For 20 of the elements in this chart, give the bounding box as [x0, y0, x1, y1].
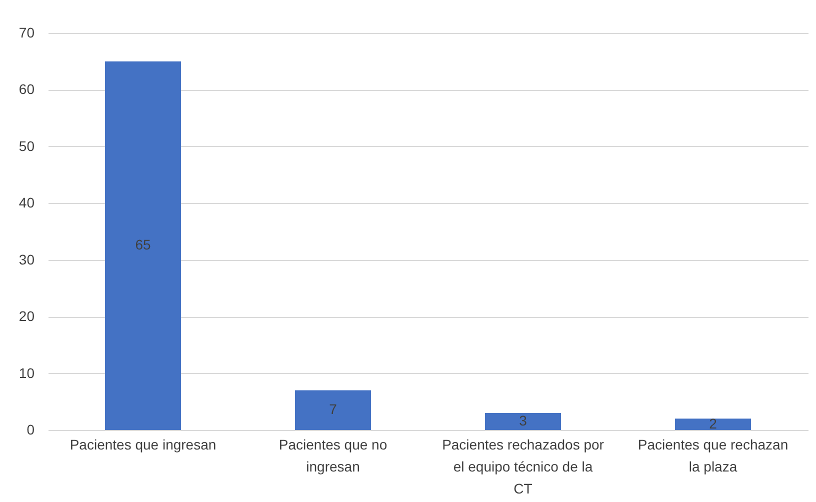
x-tick-label: Pacientes que rechazan la plaza: [638, 436, 788, 474]
y-tick-label: 60: [18, 81, 35, 98]
bar: [105, 61, 181, 430]
y-tick-label: 40: [18, 194, 35, 211]
y-tick-label: 30: [18, 251, 35, 268]
bar: [485, 412, 561, 430]
x-tick-label: Pacientes rechazados por el equipo técnico de la CT: [442, 436, 604, 496]
y-tick-label: 70: [18, 24, 35, 40]
y-tick-label: 50: [18, 138, 35, 154]
y-tick-label: 10: [18, 364, 35, 381]
y-tick-label: 20: [18, 308, 35, 324]
x-tick-label: Pacientes que no ingresan: [278, 436, 388, 474]
y-tick-label: 0: [26, 422, 35, 438]
data-label: 65: [135, 236, 151, 253]
data-label: 3: [519, 412, 528, 428]
x-tick-label: Pacientes que ingresan: [70, 436, 216, 452]
data-label: 7: [329, 401, 338, 418]
bar: [295, 390, 371, 430]
bar: [675, 418, 751, 430]
data-label: 2: [709, 415, 718, 432]
